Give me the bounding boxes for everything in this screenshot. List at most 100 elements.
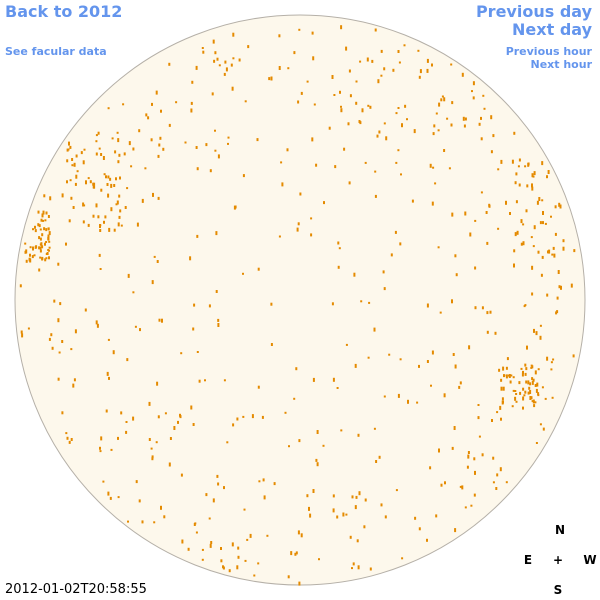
facula (169, 437, 172, 440)
facula (290, 551, 293, 556)
facula (489, 310, 492, 314)
facula (124, 206, 127, 209)
facula (472, 96, 475, 100)
facula (232, 32, 235, 37)
facula (525, 380, 528, 384)
facula (497, 168, 500, 171)
facula (242, 174, 245, 178)
facula (406, 118, 408, 121)
facula (426, 58, 429, 63)
facula (550, 361, 553, 364)
facula (135, 480, 138, 484)
next-day-link[interactable]: Next day (512, 20, 592, 39)
facula (533, 328, 535, 333)
facula (108, 376, 110, 380)
facula (102, 480, 105, 483)
facula (157, 196, 160, 200)
timestamp: 2012-01-02T20:58:55 (5, 582, 147, 597)
facula (160, 505, 162, 510)
previous-hour-link[interactable]: Previous hour (505, 45, 592, 58)
facula (270, 343, 273, 346)
facula (300, 91, 303, 95)
facula (53, 299, 56, 303)
facula (47, 227, 50, 230)
facula (395, 112, 398, 115)
facula (416, 401, 419, 404)
facula (364, 161, 367, 164)
facula (83, 148, 86, 151)
facula (209, 169, 212, 173)
facula (49, 196, 52, 201)
facula (552, 246, 555, 250)
facula (117, 496, 120, 499)
facula (351, 567, 353, 570)
facula (168, 62, 171, 66)
facula (531, 173, 534, 178)
facula (179, 415, 182, 419)
facula (214, 149, 217, 152)
facula (190, 405, 193, 410)
facula (511, 405, 514, 408)
facula (349, 94, 352, 98)
facula (98, 253, 101, 257)
facula (205, 143, 208, 147)
facula (107, 175, 110, 179)
facula (39, 237, 42, 241)
facula (377, 79, 380, 84)
facula (337, 241, 340, 245)
facula (215, 290, 218, 293)
facula (373, 327, 376, 332)
facula (467, 451, 470, 454)
facula (39, 243, 42, 246)
facula (212, 498, 215, 503)
facula (481, 453, 484, 457)
facula (29, 253, 31, 257)
facula (39, 246, 42, 250)
facula (61, 340, 64, 343)
facula (109, 496, 112, 500)
facula (469, 232, 472, 237)
back-link[interactable]: Back to 2012 (5, 2, 123, 21)
facula (553, 253, 556, 258)
facula (223, 379, 226, 382)
facula (278, 235, 281, 238)
facula (41, 233, 44, 237)
facula (238, 58, 241, 62)
facula (542, 221, 544, 225)
facula (318, 558, 320, 561)
facula (65, 242, 67, 246)
facula (347, 122, 350, 126)
facula (380, 49, 383, 53)
facula (48, 249, 50, 252)
facula (357, 433, 360, 437)
facula (253, 574, 256, 577)
facula (331, 302, 334, 306)
facula (132, 291, 135, 294)
facula (100, 188, 103, 192)
facula (177, 420, 179, 424)
facula (226, 441, 229, 444)
facula (201, 548, 204, 551)
facula (216, 57, 219, 61)
facula (532, 378, 535, 382)
facula (380, 74, 383, 77)
facula (287, 67, 290, 70)
facula (261, 415, 264, 419)
facula (217, 482, 220, 486)
facular-data-link[interactable]: See facular data (5, 45, 107, 58)
facula (110, 207, 113, 212)
facula (95, 152, 98, 156)
next-hour-link[interactable]: Next hour (530, 58, 593, 71)
facula (383, 395, 386, 398)
facula (558, 202, 561, 207)
facula (480, 191, 483, 194)
facula (119, 176, 121, 180)
facula (74, 182, 77, 186)
facula (343, 147, 346, 151)
facula (230, 63, 233, 67)
facula (435, 112, 438, 115)
previous-day-link[interactable]: Previous day (475, 2, 592, 21)
facula (433, 124, 436, 128)
facula (201, 558, 204, 561)
